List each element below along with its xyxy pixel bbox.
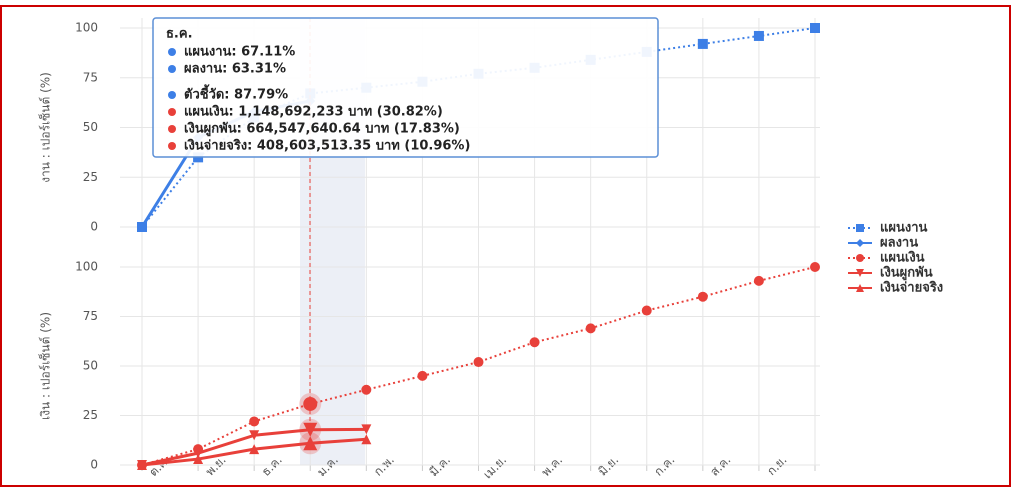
tooltip-bullet xyxy=(168,48,176,56)
tooltip-bullet xyxy=(168,91,176,99)
y-tick-label: 100 xyxy=(75,21,98,35)
x-tick-label: ธ.ค. xyxy=(259,453,285,479)
tooltip-bullet xyxy=(168,125,176,133)
y-tick-label: 75 xyxy=(83,70,98,84)
marker xyxy=(361,434,372,445)
legend-label: แผนเงิน xyxy=(880,251,925,266)
legend-label: ผลงาน xyxy=(880,236,918,251)
marker xyxy=(697,291,708,302)
marker xyxy=(856,254,864,262)
marker xyxy=(249,430,260,441)
marker xyxy=(137,222,147,232)
marker xyxy=(303,436,318,451)
y-tick-label: 75 xyxy=(83,309,98,323)
tooltip-item: แผนงาน: 67.11% xyxy=(184,45,295,60)
tooltip-item: เงินผูกพัน: 664,547,640.64 บาท (17.83%) xyxy=(184,122,460,137)
marker xyxy=(137,460,147,470)
marker xyxy=(856,239,864,247)
y-tick-label: 100 xyxy=(75,260,98,274)
plot-area: ต.ค. พ.ย. ธ.ค. ม.ค. ก.พ. มี.ค. เม.ย. พ.ค. มิ.ย. ก… xyxy=(38,18,820,482)
marker xyxy=(753,30,764,41)
y-tick-label: 25 xyxy=(83,170,98,184)
tooltip: ธ.ค. แผนงาน: 67.11% ผลงาน: 63.31% ตัวชี้วัด… xyxy=(152,17,659,158)
y-axis-title: เงิน : เปอร์เซ็นต์ (%) xyxy=(38,312,53,420)
x-tick-label: มี.ค. xyxy=(427,453,454,480)
marker xyxy=(361,424,372,435)
tooltip-box xyxy=(152,17,659,158)
marker xyxy=(856,284,864,292)
tooltip-item: ผลงาน: 63.31% xyxy=(184,62,286,77)
marker xyxy=(810,262,820,272)
x-tick-label: ก.พ. xyxy=(371,453,397,479)
marker xyxy=(856,269,864,277)
x-tick-label: ส.ค. xyxy=(707,453,733,479)
marker xyxy=(753,275,764,286)
tooltip-item: แผนเงิน: 1,148,692,233 บาท (30.82%) xyxy=(184,105,443,120)
x-tick-label: ต.ค. xyxy=(146,453,172,479)
tooltip-item: ตัวชี้วัด: 87.79% xyxy=(184,84,288,103)
y-axis-title: งาน : เปอร์เซ็นต์ (%) xyxy=(38,72,53,183)
frame xyxy=(0,5,1011,487)
marker xyxy=(529,337,540,348)
y-tick-label: 25 xyxy=(83,408,98,422)
marker xyxy=(810,23,820,33)
marker xyxy=(193,448,204,459)
marker xyxy=(193,454,204,465)
tooltip-bullet xyxy=(168,142,176,150)
y-tick-label: 50 xyxy=(83,120,98,134)
marker xyxy=(249,416,260,427)
marker xyxy=(473,357,484,368)
marker xyxy=(641,305,652,316)
marker xyxy=(249,444,260,455)
x-tick-label: เม.ย. xyxy=(480,453,509,482)
tooltip-bullet xyxy=(168,65,176,73)
marker xyxy=(303,422,318,437)
tooltip-item: เงินจ่ายจริง: 408,603,513.35 บาท (10.96%… xyxy=(184,139,470,154)
x-tick-label: ก.ค. xyxy=(651,453,677,479)
marker xyxy=(856,224,864,232)
x-tick-label: มิ.ย. xyxy=(595,453,621,479)
x-tick-label: พ.ค. xyxy=(539,453,566,480)
marker xyxy=(361,384,372,395)
legend-label: เงินผูกพัน xyxy=(880,266,933,281)
y-tick-label: 50 xyxy=(83,359,98,373)
marker xyxy=(585,323,596,334)
marker xyxy=(417,370,428,381)
y-tick-label: 0 xyxy=(90,220,98,234)
legend-label: แผนงาน xyxy=(880,221,928,236)
tooltip-title: ธ.ค. xyxy=(166,27,193,42)
legend-label: เงินจ่ายจริง xyxy=(880,281,943,296)
tooltip-bullet xyxy=(168,108,176,116)
marker xyxy=(697,38,708,49)
y-tick-label: 0 xyxy=(90,458,98,472)
